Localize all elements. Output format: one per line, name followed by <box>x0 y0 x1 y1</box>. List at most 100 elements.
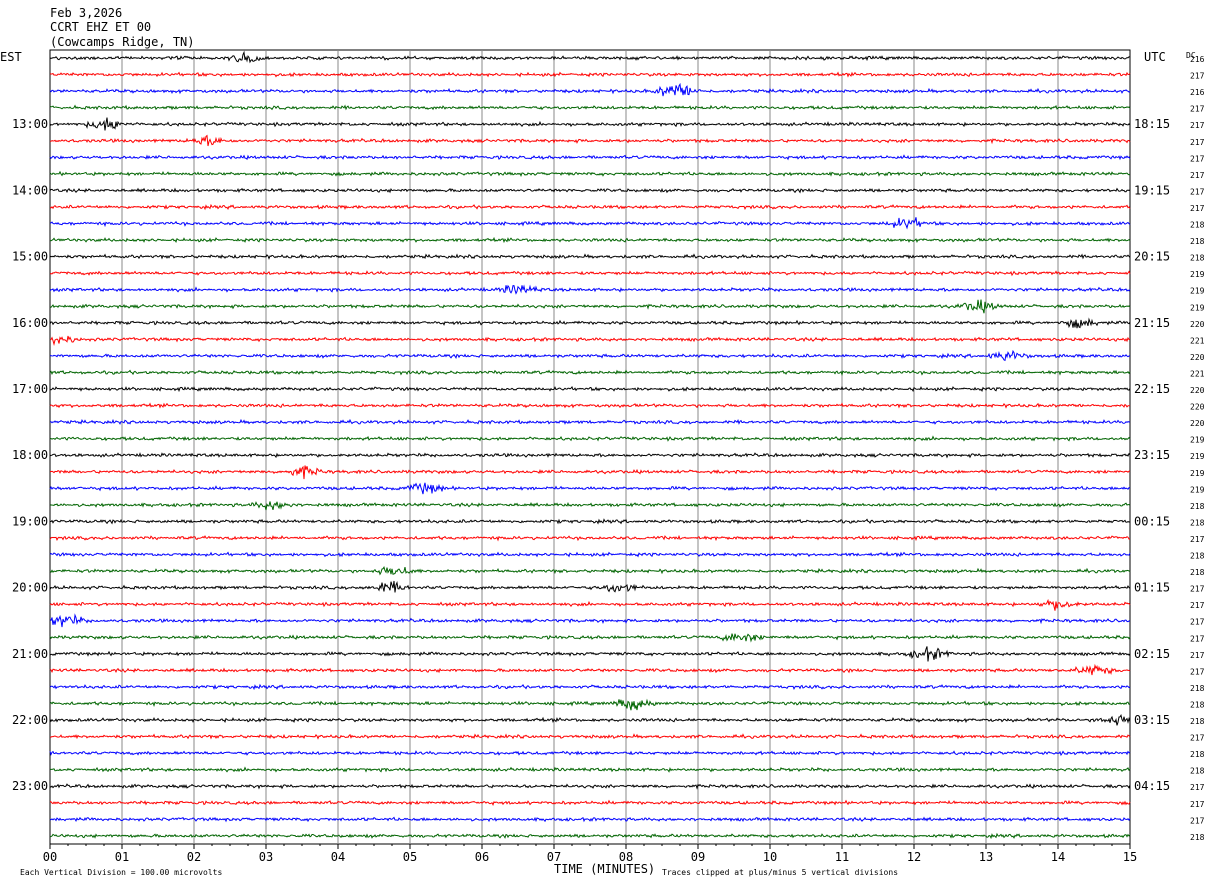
seismic-trace <box>49 386 1131 393</box>
seismic-trace <box>49 187 1131 194</box>
seismic-trace <box>49 284 1131 295</box>
utc-time-label: 03:15 <box>1134 713 1170 727</box>
seismic-trace <box>49 369 1131 377</box>
seismic-trace <box>49 783 1131 790</box>
seismic-trace <box>49 482 1131 495</box>
header-location: (Cowcamps Ridge, TN) <box>50 35 195 49</box>
x-tick-label: 02 <box>187 850 201 864</box>
x-tick-label: 07 <box>547 850 561 864</box>
est-time-label: 13:00 <box>12 117 48 131</box>
dc-offset-label: 219 <box>1190 303 1205 312</box>
dc-offset-label: 217 <box>1190 585 1205 594</box>
dc-offset-label: 218 <box>1190 237 1205 246</box>
scale-note: Each Vertical Division = 100.00 microvol… <box>20 868 222 877</box>
dc-offset-label: 221 <box>1190 369 1205 378</box>
seismic-trace <box>49 402 1131 409</box>
seismic-trace <box>49 646 1131 662</box>
dc-offset-label: 219 <box>1190 270 1205 279</box>
seismic-trace <box>49 534 1131 542</box>
x-tick-label: 13 <box>979 850 993 864</box>
seismic-trace <box>49 50 1131 64</box>
dc-offset-label: 217 <box>1190 651 1205 660</box>
est-axis-label: EST <box>0 50 22 64</box>
dc-offset-label: 217 <box>1190 187 1205 196</box>
dc-offset-label: 217 <box>1190 618 1205 627</box>
dc-offset-labels: 216 217 216 217 217 217 217 217 217 217 218 218 218 2… <box>1190 55 1205 842</box>
seismic-trace <box>49 598 1131 611</box>
dc-offset-label: 216 <box>1190 55 1205 64</box>
dc-offset-label: 218 <box>1190 254 1205 263</box>
est-time-label: 17:00 <box>12 382 48 396</box>
est-time-labels: 13:00 14:00 15:00 16:00 17:00 18:00 19:00 20:00… <box>12 117 48 793</box>
dc-offset-label: 216 <box>1190 88 1205 97</box>
dc-offset-label: 217 <box>1190 734 1205 743</box>
dc-offset-label: 220 <box>1190 320 1205 329</box>
seismic-trace <box>49 613 1131 628</box>
x-tick-label: 11 <box>835 850 849 864</box>
dc-offset-label: 217 <box>1190 601 1205 610</box>
plot-frame <box>49 49 1131 845</box>
dc-offset-label: 218 <box>1190 518 1205 527</box>
seismic-trace <box>49 799 1131 806</box>
dc-offset-label: 220 <box>1190 353 1205 362</box>
seismic-trace <box>49 518 1131 525</box>
seismic-trace <box>49 170 1131 178</box>
seismic-trace <box>49 253 1131 260</box>
dc-offset-label: 218 <box>1190 750 1205 759</box>
utc-time-label: 23:15 <box>1134 448 1170 462</box>
seismic-trace <box>49 733 1131 740</box>
header-station: CCRT EHZ ET 00 <box>50 20 151 34</box>
seismic-trace <box>50 766 1131 773</box>
x-tick-label: 10 <box>763 850 777 864</box>
est-time-label: 19:00 <box>12 514 48 528</box>
x-tick-labels: 00 01 02 03 04 05 06 07 08 09 10 11 12 13 14 15 <box>43 844 1137 864</box>
utc-time-label: 19:15 <box>1134 183 1170 197</box>
est-time-label: 22:00 <box>12 713 48 727</box>
dc-offset-label: 217 <box>1190 204 1205 213</box>
dc-offset-label: 217 <box>1190 171 1205 180</box>
dc-offset-label: 220 <box>1190 419 1205 428</box>
dc-offset-label: 217 <box>1190 121 1205 130</box>
seismic-trace <box>49 580 1131 593</box>
x-tick-label: 12 <box>907 850 921 864</box>
est-time-label: 21:00 <box>12 647 48 661</box>
seismic-trace <box>49 698 1130 711</box>
dc-offset-label: 217 <box>1190 535 1205 544</box>
dc-offset-label: 218 <box>1190 700 1205 709</box>
x-tick-label: 06 <box>475 850 489 864</box>
dc-offset-label: 218 <box>1190 552 1205 561</box>
est-time-label: 23:00 <box>12 779 48 793</box>
dc-offset-label: 218 <box>1190 221 1205 230</box>
dc-offset-label: 219 <box>1190 452 1205 461</box>
dc-offset-label: 217 <box>1190 634 1205 643</box>
seismic-trace <box>49 349 1131 362</box>
est-time-label: 15:00 <box>12 250 48 264</box>
seismic-trace <box>50 418 1131 425</box>
header-date: Feb 3,2026 <box>50 6 122 20</box>
utc-time-label: 00:15 <box>1134 514 1170 528</box>
x-tick-label: 14 <box>1051 850 1065 864</box>
dc-offset-label: 217 <box>1190 816 1205 825</box>
seismic-trace <box>49 465 1131 480</box>
seismic-trace <box>49 217 1131 230</box>
dc-axis-label: DC <box>1186 51 1196 60</box>
seismic-trace <box>49 663 1131 676</box>
seismic-trace <box>49 236 1131 244</box>
dc-offset-label: 219 <box>1190 485 1205 494</box>
seismic-trace <box>49 203 1131 211</box>
dc-offset-label: 217 <box>1190 138 1205 147</box>
utc-time-label: 02:15 <box>1134 647 1170 661</box>
seismic-trace <box>49 435 1131 442</box>
x-tick-label: 08 <box>619 850 633 864</box>
seismic-trace <box>49 452 1131 459</box>
seismic-trace <box>49 134 1131 147</box>
dc-offset-label: 219 <box>1190 469 1205 478</box>
utc-time-label: 04:15 <box>1134 779 1170 793</box>
x-tick-label: 01 <box>115 850 129 864</box>
dc-offset-label: 217 <box>1190 105 1205 114</box>
dc-offset-label: 220 <box>1190 403 1205 412</box>
seismic-trace <box>49 683 1131 691</box>
x-tick-label: 00 <box>43 850 57 864</box>
seismic-trace <box>49 551 1131 558</box>
minute-grid <box>121 50 1059 844</box>
